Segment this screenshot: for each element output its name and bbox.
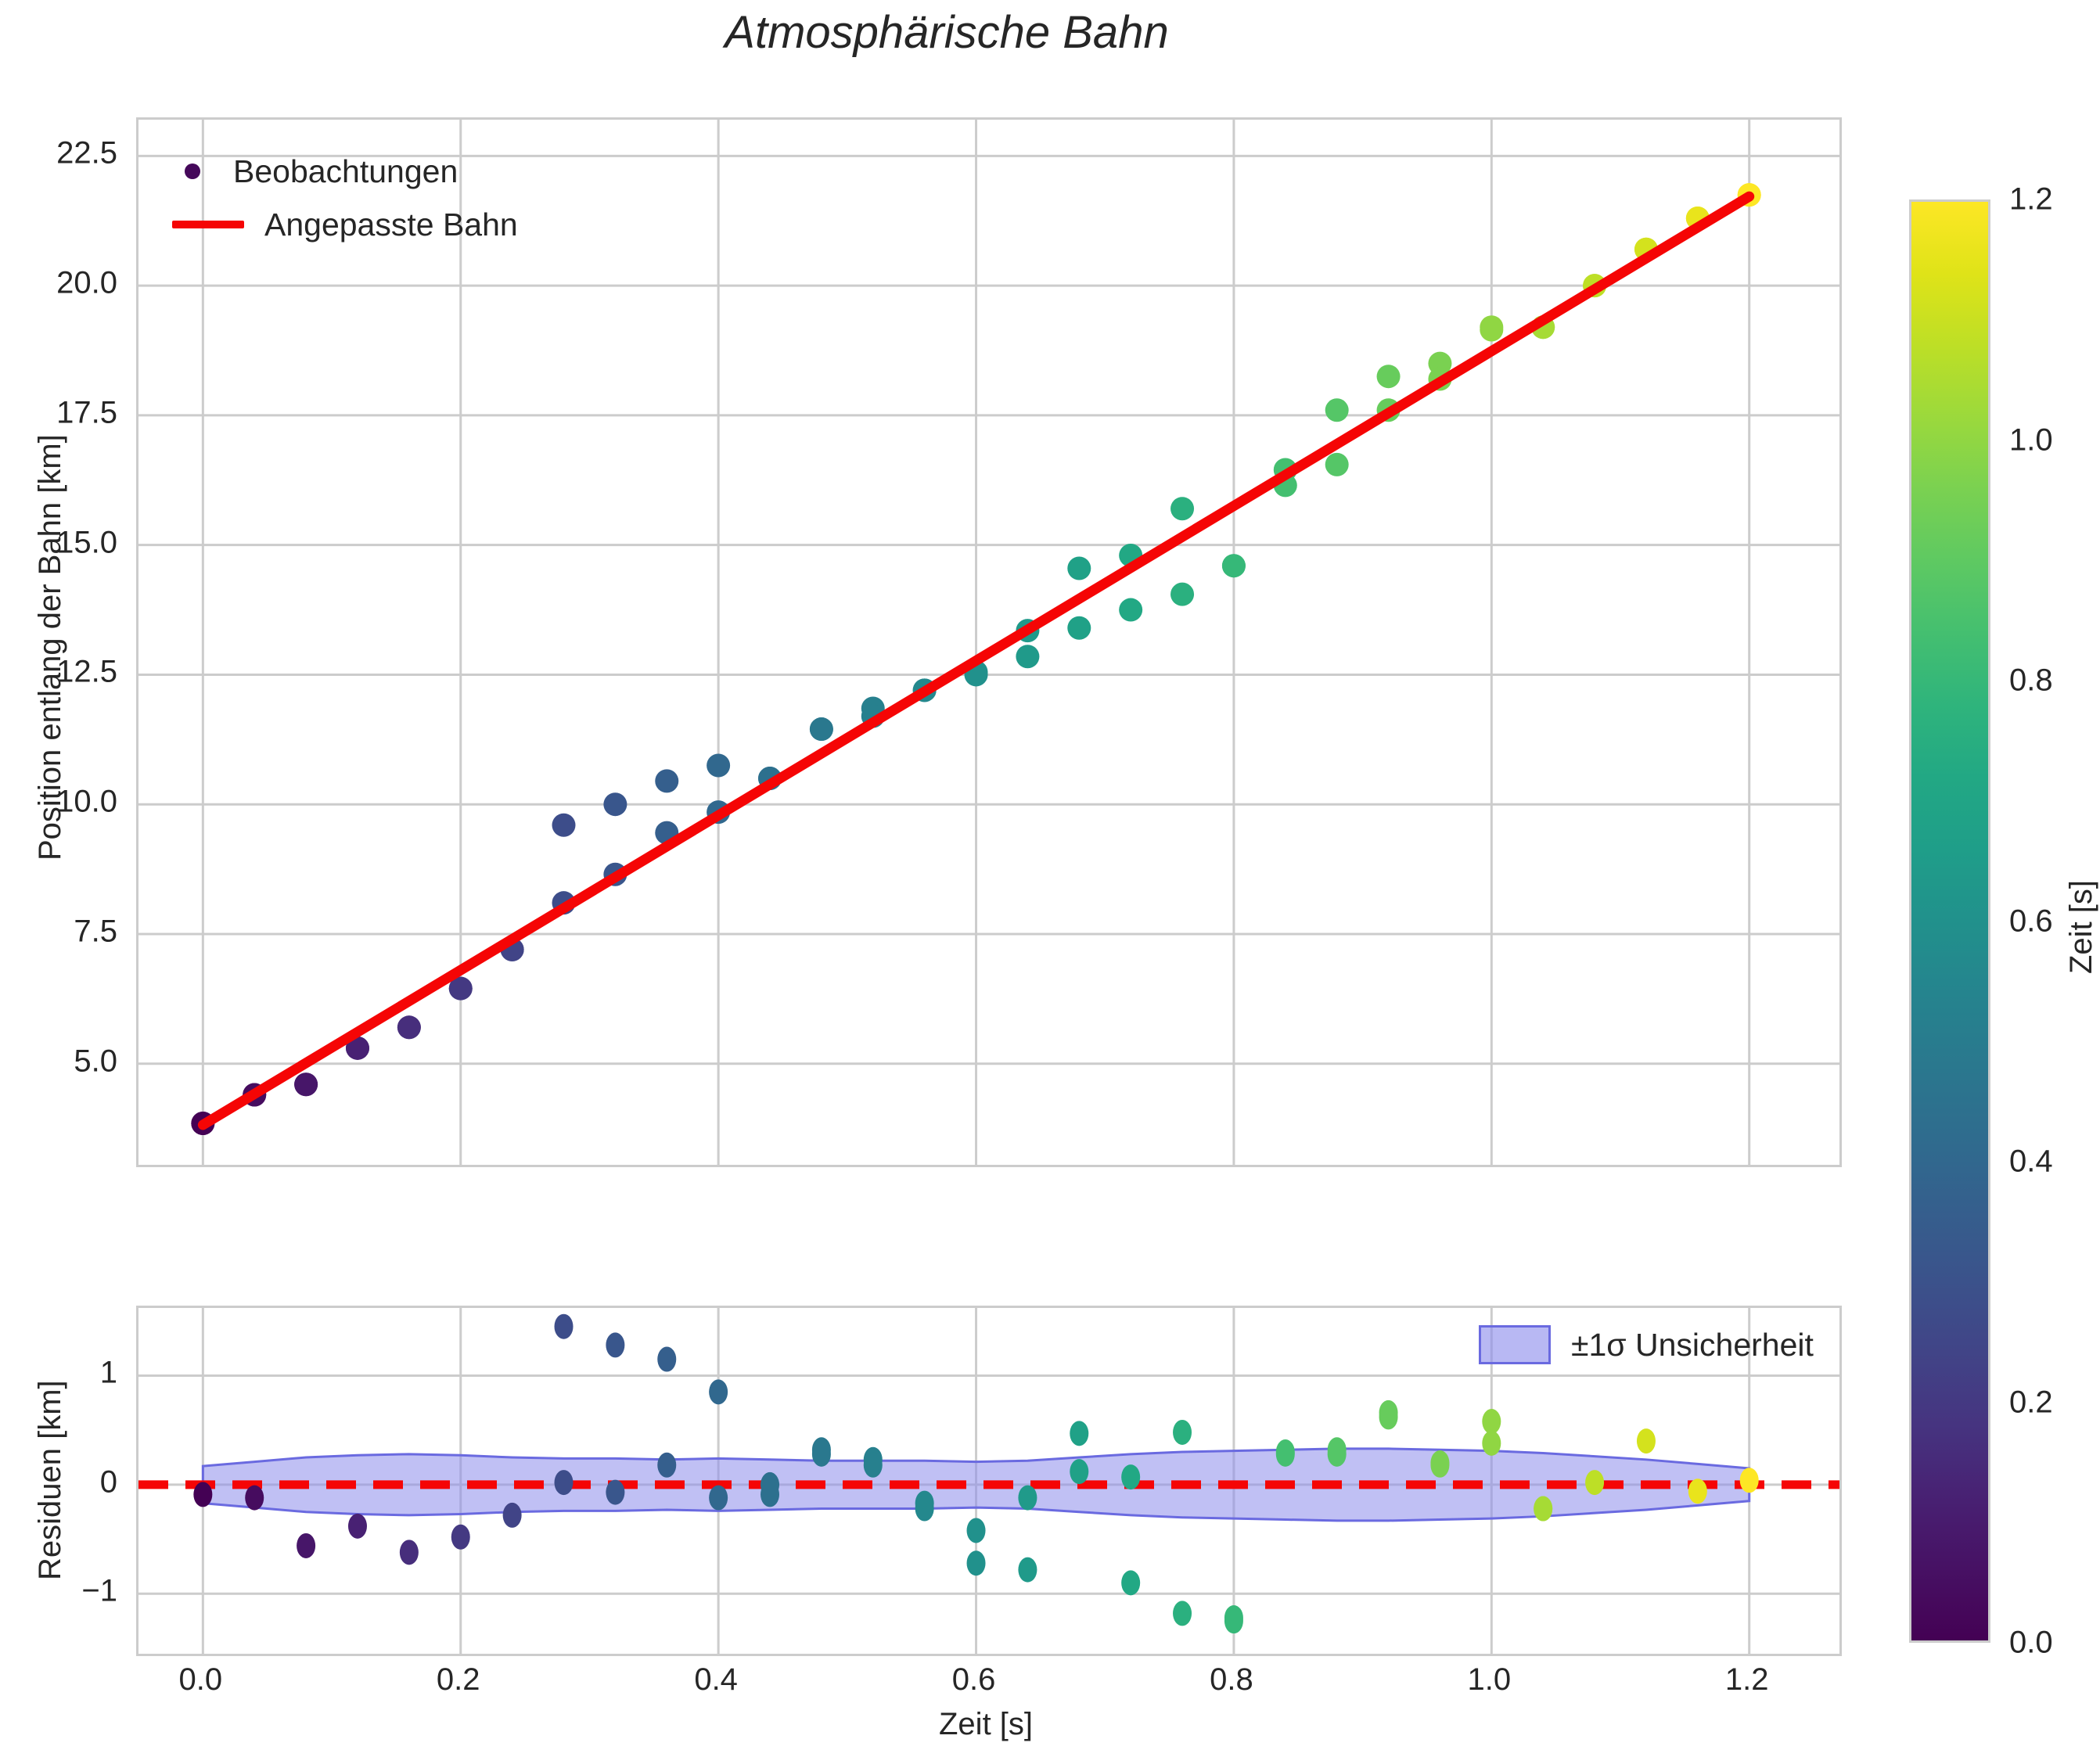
main-y-tick: 10.0 <box>56 784 117 819</box>
residual-y-tick: −1 <box>81 1573 117 1608</box>
line-swatch-icon <box>172 221 244 228</box>
x-tick: 1.2 <box>1724 1662 1769 1697</box>
main-y-tick: 15.0 <box>56 525 117 560</box>
x-tick: 0.8 <box>1210 1662 1253 1697</box>
colorbar-gradient <box>1911 202 1988 1640</box>
band-swatch-icon <box>1479 1325 1551 1364</box>
x-tick: 0.4 <box>694 1662 738 1697</box>
residual-y-axis-label: Residuen [km] <box>33 1380 67 1580</box>
colorbar-label: Zeit [s] <box>2064 879 2098 974</box>
colorbar-tick: 0.0 <box>2009 1625 2053 1660</box>
colorbar-tick: 0.4 <box>2009 1144 2053 1179</box>
colorbar-tick: 0.2 <box>2009 1385 2053 1419</box>
figure-title: Atmosphärische Bahn <box>725 7 1169 58</box>
main-y-tick: 7.5 <box>74 914 117 949</box>
main-y-tick: 20.0 <box>56 265 117 300</box>
colorbar-tick: 0.6 <box>2009 904 2053 938</box>
main-y-axis-label: Position entlang der Bahn [km] <box>33 434 67 861</box>
main-legend: Beobachtungen Angepasste Bahn <box>164 149 526 247</box>
residual-plot-panel <box>136 1306 1842 1656</box>
colorbar-tick: 1.0 <box>2009 422 2053 457</box>
main-plot-panel <box>136 117 1842 1167</box>
residual-legend: ±1σ Unsicherheit <box>1471 1322 1821 1367</box>
x-tick: 0.2 <box>436 1662 480 1697</box>
colorbar-tick: 1.2 <box>2009 181 2053 217</box>
main-y-tick: 17.5 <box>56 395 117 430</box>
scatter-dot-icon <box>172 163 213 179</box>
legend-label-uncertainty-band: ±1σ Unsicherheit <box>1571 1326 1814 1363</box>
colorbar-tick: 0.8 <box>2009 663 2053 698</box>
main-plot-canvas <box>138 120 1839 1165</box>
legend-item-fitted-line: Angepasste Bahn <box>172 207 518 243</box>
main-y-tick: 22.5 <box>56 135 117 171</box>
legend-label-fitted-line: Angepasste Bahn <box>264 206 518 243</box>
main-y-tick: 12.5 <box>56 654 117 689</box>
x-tick: 0.6 <box>951 1662 996 1697</box>
legend-item-observations: Beobachtungen <box>172 153 518 189</box>
residual-y-tick: 0 <box>99 1464 117 1500</box>
residual-plot-canvas <box>138 1308 1839 1654</box>
legend-label-observations: Beobachtungen <box>233 153 458 189</box>
main-y-tick: 5.0 <box>74 1044 117 1079</box>
colorbar <box>1909 199 1990 1643</box>
legend-item-uncertainty-band: ±1σ Unsicherheit <box>1479 1325 1814 1364</box>
x-tick: 0.0 <box>178 1662 223 1697</box>
x-tick: 1.0 <box>1467 1662 1512 1697</box>
residual-y-tick: 1 <box>99 1355 117 1390</box>
x-axis-label: Zeit [s] <box>939 1707 1034 1741</box>
